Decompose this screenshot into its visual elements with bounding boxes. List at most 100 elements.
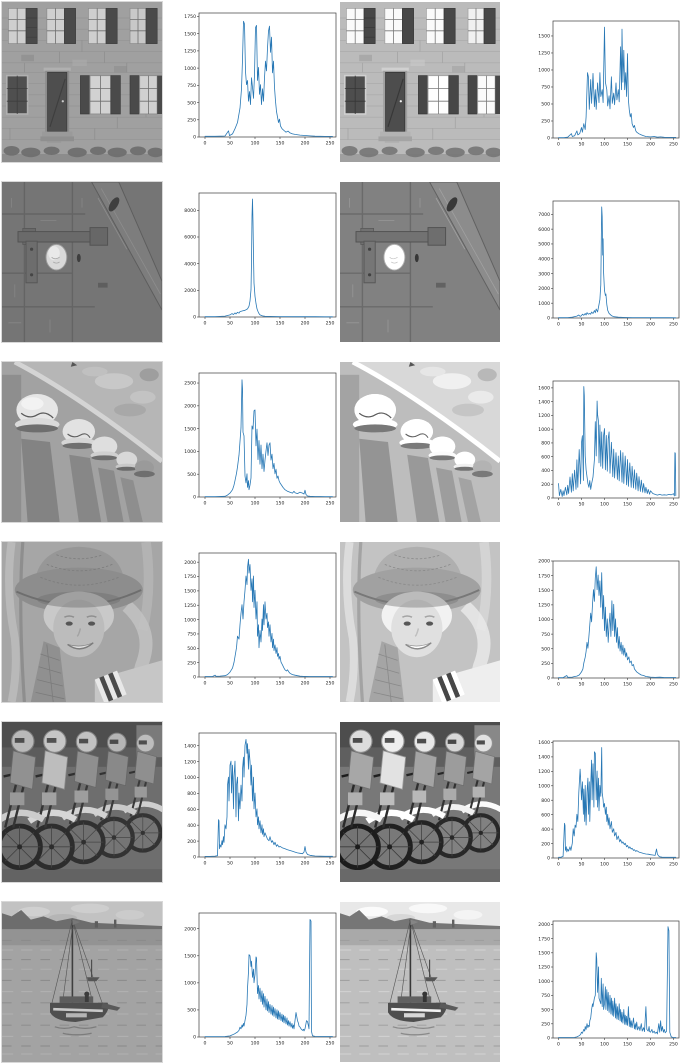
svg-text:0: 0 [204,681,207,687]
svg-text:600: 600 [541,454,550,460]
svg-text:500: 500 [541,102,550,108]
svg-text:2500: 2500 [184,381,196,387]
svg-text:50: 50 [579,1042,585,1048]
svg-text:750: 750 [541,993,550,999]
hanging-caps-photo [1,361,163,523]
svg-text:150: 150 [276,501,285,507]
hanging-caps-photo-enhanced [339,361,501,523]
svg-text:150: 150 [623,862,632,868]
svg-text:200: 200 [301,321,310,327]
svg-text:0: 0 [193,1035,196,1041]
svg-text:1200: 1200 [184,759,196,765]
svg-text:0: 0 [204,501,207,507]
svg-text:1500: 1500 [538,951,550,957]
svg-text:100: 100 [251,321,260,327]
sailboat-enhanced-histogram-cell: 0 250 500 750 1000 1250 1500 1750 2000 0 50 100 150 2… [502,901,685,1063]
svg-text:1000: 1000 [184,775,196,781]
svg-text:250: 250 [669,1042,678,1048]
svg-text:1250: 1250 [538,51,550,57]
svg-text:1500: 1500 [538,34,550,40]
svg-text:50: 50 [579,862,585,868]
svg-text:1000: 1000 [538,427,550,433]
svg-text:0: 0 [547,1036,550,1042]
svg-text:750: 750 [541,632,550,638]
svg-text:150: 150 [276,1041,285,1047]
bikes-original-histogram-cell: 0 200 400 600 800 1000 1200 1400 0 50 100 150 200 250 [164,721,340,883]
svg-text:200: 200 [646,682,655,688]
svg-text:150: 150 [623,142,632,148]
svg-text:0: 0 [547,856,550,862]
svg-text:1000: 1000 [184,617,196,623]
svg-text:2000: 2000 [538,559,550,565]
woman-enhanced-histogram: 0 250 500 750 1000 1250 1500 1750 2000 0 50 100 150 2… [538,559,680,688]
caps-enhanced-histogram-cell: 0 200 400 600 800 1000 1200 1400 1600 0 50 100 150 20… [502,361,685,523]
svg-text:200: 200 [301,861,310,867]
woman-original-histogram-cell: 0 250 500 750 1000 1250 1500 1750 2000 0 50 100 150 2… [164,541,340,703]
svg-text:2000: 2000 [184,288,196,294]
caps-enhanced-image [339,361,502,523]
svg-text:200: 200 [646,142,655,148]
svg-text:50: 50 [227,681,233,687]
house-original-histogram-cell: 0 250 500 750 1000 1250 1500 1750 0 50 100 150 200 25… [164,1,340,163]
sailboat-photo [1,901,163,1063]
svg-text:1600: 1600 [538,386,550,392]
svg-text:100: 100 [251,141,260,147]
svg-text:250: 250 [541,661,550,667]
svg-text:150: 150 [276,681,285,687]
svg-text:0: 0 [557,322,560,328]
svg-text:4000: 4000 [538,256,550,262]
house-enhanced-image [339,1,502,163]
svg-text:6000: 6000 [184,235,196,241]
svg-text:0: 0 [193,495,196,501]
svg-text:200: 200 [541,482,550,488]
door-latch-photo-enhanced [339,181,501,343]
svg-text:50: 50 [227,321,233,327]
svg-text:100: 100 [600,1042,609,1048]
svg-text:1250: 1250 [184,49,196,55]
door-latch-photo [1,181,163,343]
woman-in-hat-photo [1,541,163,703]
svg-text:200: 200 [646,1042,655,1048]
svg-text:1500: 1500 [184,426,196,432]
house-original-histogram: 0 250 500 750 1000 1250 1500 1750 0 50 100 150 200 25… [184,12,337,147]
svg-text:250: 250 [326,501,335,507]
svg-text:2000: 2000 [184,560,196,566]
sailboat-original-histogram-cell: 0 500 1000 1500 2000 0 50 100 150 200 250 [164,901,340,1063]
door-original-image [0,181,164,343]
door-enhanced-image [339,181,502,343]
svg-text:1000: 1000 [184,449,196,455]
svg-text:250: 250 [541,119,550,125]
svg-text:150: 150 [623,322,632,328]
door-enhanced-histogram-cell: 0 1000 2000 3000 4000 5000 6000 7000 0 50 100 150 20… [502,181,685,343]
bikes-enhanced-histogram-cell: 0 200 400 600 800 1000 1200 1400 1600 0 50 100 150 20… [502,721,685,883]
svg-text:200: 200 [646,502,655,508]
svg-text:600: 600 [541,812,550,818]
bikes-enhanced-image [339,721,502,883]
svg-text:0: 0 [547,136,550,142]
svg-text:50: 50 [579,682,585,688]
svg-text:50: 50 [227,501,233,507]
svg-text:0: 0 [204,1041,207,1047]
svg-text:6000: 6000 [538,227,550,233]
sailboat-enhanced-histogram: 0 250 500 750 1000 1250 1500 1750 2000 0 50 100 150 2… [538,920,680,1048]
house-enhanced-histogram-cell: 0 250 500 750 1000 1250 1500 0 50 100 150 200 250 [502,1,685,163]
svg-text:50: 50 [227,1041,233,1047]
svg-text:100: 100 [251,681,260,687]
svg-text:0: 0 [557,142,560,148]
svg-text:8000: 8000 [184,208,196,214]
svg-text:750: 750 [187,83,196,89]
svg-text:500: 500 [187,100,196,106]
svg-text:0: 0 [557,682,560,688]
motocross-bikes-photo-enhanced [339,721,501,883]
svg-text:1000: 1000 [538,68,550,74]
svg-text:50: 50 [579,142,585,148]
svg-text:250: 250 [669,862,678,868]
woman-original-image [0,541,164,703]
svg-text:2000: 2000 [184,404,196,410]
svg-text:1250: 1250 [184,603,196,609]
svg-text:4000: 4000 [184,261,196,267]
svg-text:250: 250 [326,1041,335,1047]
svg-text:500: 500 [541,646,550,652]
svg-text:600: 600 [187,807,196,813]
svg-text:2000: 2000 [184,926,196,932]
